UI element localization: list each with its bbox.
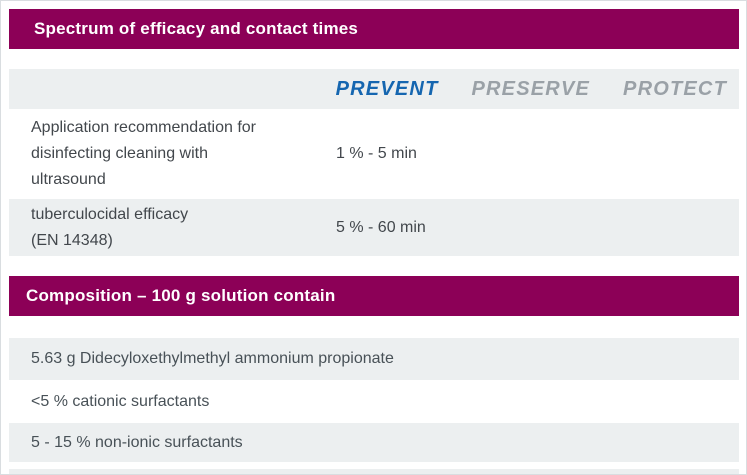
prevent-value: 5 % - 60 min xyxy=(336,218,426,236)
brand-column-preserve: PRESERVE xyxy=(471,77,591,100)
composition-section-title: Composition – 100 g solution contain xyxy=(26,286,336,305)
brand-column-prevent: PREVENT xyxy=(335,77,439,100)
row-label: Application recommendation for disinfect… xyxy=(31,115,336,193)
brand-columns-row: PREVENT PRESERVE PROTECT xyxy=(9,69,739,109)
prevent-value: 1 % - 5 min xyxy=(336,145,417,162)
partial-next-row xyxy=(9,469,739,474)
brand-column-protect: PROTECT xyxy=(623,77,727,100)
row-label-line: tuberculocidal efficacy xyxy=(31,205,189,223)
row-label-line: (EN 14348) xyxy=(31,231,113,249)
table-row-tuberculocidal: tuberculocidal efficacy (EN 14348) 5 % -… xyxy=(9,199,739,256)
row-label-line: Application recommendation for xyxy=(31,119,257,136)
efficacy-section-title: Spectrum of efficacy and contact times xyxy=(34,19,359,38)
row-label: tuberculocidal efficacy (EN 14348) xyxy=(31,202,336,254)
composition-row-nonionic: 5 - 15 % non-ionic surfactants xyxy=(9,423,739,462)
composition-row-text: 5 - 15 % non-ionic surfactants xyxy=(31,433,243,451)
row-label-line: ultrasound xyxy=(31,171,106,188)
composition-row-propionate: 5.63 g Didecyloxethylmethyl ammonium pro… xyxy=(9,338,739,380)
composition-row-text: 5.63 g Didecyloxethylmethyl ammonium pro… xyxy=(31,350,394,367)
composition-section-header: Composition – 100 g solution contain xyxy=(9,276,739,316)
efficacy-section-header: Spectrum of efficacy and contact times xyxy=(9,9,739,49)
composition-row-text: <5 % cationic surfactants xyxy=(31,392,210,410)
row-label-line: disinfecting cleaning with xyxy=(31,145,208,162)
table-row-ultrasound: Application recommendation for disinfect… xyxy=(9,111,739,197)
composition-row-cationic: <5 % cationic surfactants xyxy=(9,380,739,423)
